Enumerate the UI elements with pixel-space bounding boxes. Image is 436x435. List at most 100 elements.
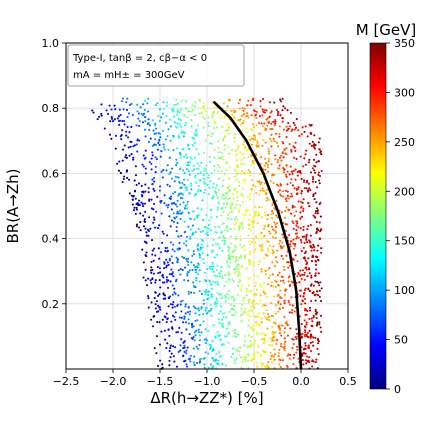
scatter-point [208,155,211,159]
scatter-point [317,258,320,261]
scatter-point [248,298,251,301]
scatter-point [314,272,317,275]
scatter-point [317,160,320,163]
scatter-point [283,300,286,303]
scatter-point [225,109,228,112]
scatter-point [161,366,164,369]
scatter-point [235,357,238,360]
scatter-point [254,241,257,244]
scatter-point [218,272,221,275]
scatter-point [152,315,155,318]
scatter-point [260,364,263,367]
scatter-point [301,235,304,238]
scatter-point [187,225,190,228]
scatter-point [150,162,153,165]
scatter-point [176,258,179,261]
scatter-point [209,142,212,145]
scatter-point [234,245,237,249]
x-tick-label: 0.0 [292,375,310,388]
scatter-point [182,135,185,138]
scatter-point [259,183,262,186]
scatter-point [271,204,274,207]
scatter-point [186,272,189,275]
scatter-point [316,212,319,215]
scatter-point [236,259,239,262]
scatter-point [202,258,205,261]
scatter-point [187,161,190,164]
scatter-point [175,256,178,259]
scatter-point [250,289,253,293]
scatter-point [297,186,300,189]
scatter-point [238,228,241,231]
scatter-point [277,310,280,313]
scatter-point [262,312,265,315]
scatter-point [205,291,208,294]
scatter-point [135,225,138,228]
x-tick-label: −0.5 [241,375,268,388]
scatter-point [210,314,213,317]
scatter-point [210,287,213,290]
scatter-point [315,316,318,320]
scatter-point [187,263,190,266]
scatter-point [274,331,277,334]
scatter-point [301,354,304,357]
scatter-point [151,151,154,154]
scatter-point [247,223,250,226]
scatter-point [235,159,238,162]
scatter-point [187,292,190,296]
scatter-point [176,221,179,225]
scatter-point [138,226,141,229]
scatter-point [255,113,258,116]
scatter-point [139,220,142,224]
scatter-point [131,198,134,201]
scatter-point [242,244,245,247]
scatter-point [189,217,192,220]
scatter-point [262,291,265,294]
scatter-point [211,340,214,343]
scatter-point [128,104,131,107]
scatter-point [312,344,315,347]
scatter-point [275,256,278,259]
scatter-point [208,343,211,346]
scatter-point [91,109,94,112]
scatter-point [315,313,318,316]
scatter-point [151,119,154,122]
scatter-point [159,132,162,135]
scatter-point [191,269,194,272]
scatter-point [302,348,305,351]
scatter-point [227,152,230,155]
scatter-point [297,226,300,229]
scatter-point [212,365,215,368]
scatter-point [176,199,179,202]
scatter-point [264,141,267,144]
scatter-point [275,260,278,263]
scatter-point [303,333,306,337]
scatter-point [277,302,280,305]
scatter-point [208,267,211,270]
scatter-point [282,128,285,131]
scatter-point [143,128,146,131]
scatter-point [211,244,215,247]
scatter-point [281,109,284,112]
scatter-point [230,109,233,112]
scatter-point [127,112,131,115]
scatter-point [266,124,269,127]
colorbar-tick-label: 50 [394,334,408,347]
scatter-point [231,295,234,298]
scatter-point [148,198,151,201]
scatter-point [291,195,294,198]
scatter-point [236,190,239,193]
scatter-point [313,144,317,147]
scatter-point [271,315,274,318]
scatter-point [217,206,220,209]
scatter-point [185,244,188,247]
scatter-point [174,280,178,283]
scatter-point [272,355,275,358]
scatter-point [217,243,220,246]
scatter-point [163,202,166,205]
scatter-point [222,343,225,346]
scatter-point [185,100,188,103]
scatter-point [238,98,241,102]
scatter-point [184,204,187,207]
scatter-point [211,280,215,283]
